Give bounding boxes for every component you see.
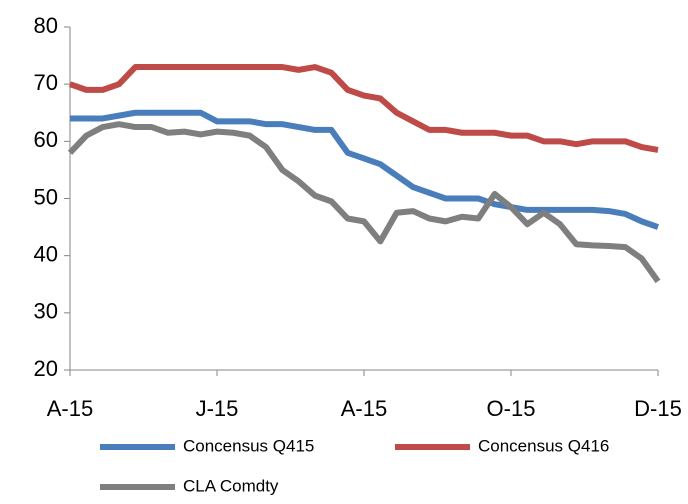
x-tick-label: A-15 (47, 396, 93, 421)
y-tick-label: 20 (34, 356, 58, 381)
x-tick-label: O-15 (487, 396, 536, 421)
series-line (69, 64, 659, 153)
x-tick-label: D-15 (634, 396, 682, 421)
y-tick-label: 80 (34, 13, 58, 38)
legend-label: CLA Comdty (183, 476, 279, 495)
y-tick-label: 30 (34, 299, 58, 324)
legend-label: Concensus Q416 (478, 436, 609, 455)
x-tick-label: J-15 (196, 396, 239, 421)
legend-label: Concensus Q415 (183, 436, 314, 455)
y-tick-label: 70 (34, 70, 58, 95)
series-line (67, 121, 661, 284)
series-line (70, 109, 659, 230)
x-tick-label: A-15 (341, 396, 387, 421)
y-tick-label: 50 (34, 184, 58, 209)
y-tick-label: 60 (34, 127, 58, 152)
y-tick-label: 40 (34, 241, 58, 266)
